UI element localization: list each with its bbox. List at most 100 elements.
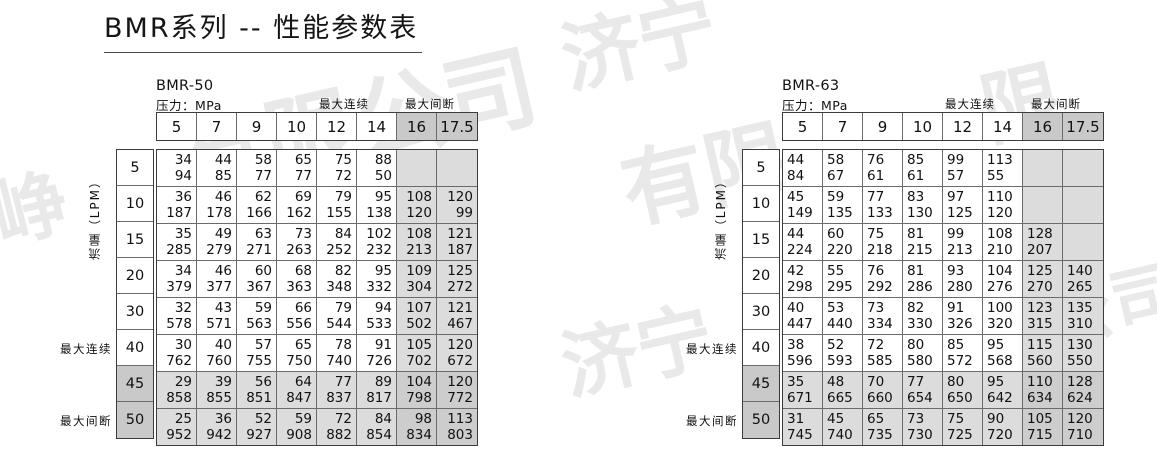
cell-value-speed: 135	[827, 205, 853, 221]
cell-value-torque: 34	[174, 263, 192, 279]
cell-value-torque: 89	[374, 374, 392, 390]
pressure-header-cell: 14	[983, 113, 1023, 140]
cell-value-torque: 84	[374, 411, 392, 427]
cell-value-torque: 76	[867, 263, 885, 279]
cell-value-speed: 326	[947, 316, 973, 332]
data-cell: 52 593	[823, 335, 863, 371]
data-cell: 84 854	[357, 409, 397, 445]
data-cell: 56 851	[237, 372, 277, 408]
cell-value-speed: 187	[166, 205, 192, 221]
cell-value-speed: 210	[987, 242, 1013, 258]
page-title-block: BMR系列 -- 性能参数表	[104, 6, 422, 53]
cell-value-speed: 715	[1027, 427, 1053, 443]
data-cell: 84 252	[317, 224, 357, 260]
side-note-max-continuous: 最大连续	[60, 342, 112, 356]
cell-value-speed: 942	[206, 427, 232, 443]
data-cell: 105 702	[397, 335, 437, 371]
page-title: BMR系列 -- 性能参数表	[104, 13, 419, 44]
cell-value-torque: 77	[334, 374, 352, 390]
cell-value-speed: 735	[867, 427, 893, 443]
cell-value-torque: 40	[787, 300, 805, 316]
cell-value-speed: 851	[246, 390, 272, 406]
flow-row-header-cell: 30	[743, 294, 779, 330]
cell-value-torque: 38	[787, 337, 805, 353]
cell-value-torque: 99	[947, 226, 965, 242]
cell-value-speed: 660	[867, 390, 893, 406]
data-cell: 72 882	[317, 409, 357, 445]
data-cell: 55 295	[823, 261, 863, 297]
cell-value-torque: 93	[947, 263, 965, 279]
data-cell: 102 232	[357, 224, 397, 260]
cell-value-speed: 560	[1027, 353, 1053, 369]
pressure-header-cell: 10	[277, 113, 317, 140]
cell-value-torque: 135	[1067, 300, 1093, 316]
cell-value-speed: 544	[326, 316, 352, 332]
data-cell: 53 440	[823, 298, 863, 334]
cell-value-speed: 295	[827, 279, 853, 295]
cell-value-speed: 572	[947, 353, 973, 369]
cell-value-speed: 280	[947, 279, 973, 295]
cell-value-speed: 578	[166, 316, 192, 332]
data-cell: 77 837	[317, 372, 357, 408]
cell-value-torque: 113	[447, 411, 473, 427]
pressure-header-cell: 16	[397, 113, 437, 140]
cell-value-torque: 79	[334, 300, 352, 316]
cell-value-speed: 927	[246, 427, 272, 443]
data-cell: 82 348	[317, 261, 357, 297]
data-cell	[397, 150, 437, 186]
data-cell: 36 942	[197, 409, 237, 445]
cell-value-speed: 803	[447, 427, 473, 443]
cell-value-torque: 46	[214, 263, 232, 279]
cell-value-speed: 276	[987, 279, 1013, 295]
pressure-header-cell: 17.5	[1063, 113, 1103, 140]
cell-value-speed: 292	[867, 279, 893, 295]
cell-value-torque: 44	[214, 152, 232, 168]
cell-value-torque: 52	[827, 337, 845, 353]
data-cell: 130 550	[1063, 335, 1103, 371]
cell-value-torque: 73	[867, 300, 885, 316]
data-cell: 25 952	[157, 409, 197, 445]
table-row: 34 379 46 377 60 367 68 363 82 348 95 332 109 304 125 2…	[157, 261, 477, 298]
cell-value-torque: 30	[174, 337, 192, 353]
cell-value-speed: 571	[206, 316, 232, 332]
data-cell: 59 135	[823, 187, 863, 223]
flow-row-header-cell: 45	[117, 366, 153, 402]
data-cell: 85 61	[903, 150, 943, 186]
data-cell: 89 817	[357, 372, 397, 408]
data-cell: 107 502	[397, 298, 437, 334]
side-note-max-intermittent: 最大间断	[60, 414, 112, 428]
data-cell: 65 77	[277, 150, 317, 186]
cell-value-speed: 67	[827, 168, 845, 184]
cell-value-speed: 642	[987, 390, 1013, 406]
cell-value-torque: 95	[987, 337, 1005, 353]
flow-row-header-cell: 30	[117, 294, 153, 330]
cell-value-torque: 68	[294, 263, 312, 279]
cell-value-torque: 39	[214, 374, 232, 390]
data-cell: 36 187	[157, 187, 197, 223]
cell-value-torque: 44	[787, 226, 805, 242]
data-cell: 70 660	[863, 372, 903, 408]
table-row: 30 762 40 760 57 755 65 750 78 740 91 726 105 702 120 6…	[157, 335, 477, 372]
data-cell: 44 85	[197, 150, 237, 186]
cell-value-torque: 78	[334, 337, 352, 353]
cell-value-torque: 94	[374, 300, 392, 316]
cell-value-torque: 63	[254, 226, 272, 242]
data-cell: 95 138	[357, 187, 397, 223]
data-cell: 120 710	[1063, 409, 1103, 445]
cell-value-speed: 149	[787, 205, 813, 221]
data-cell: 109 304	[397, 261, 437, 297]
cell-value-speed: 654	[907, 390, 933, 406]
data-cell: 60 367	[237, 261, 277, 297]
data-cell: 73 730	[903, 409, 943, 445]
cell-value-speed: 854	[366, 427, 392, 443]
data-cell	[1023, 150, 1063, 186]
cell-value-speed: 84	[787, 168, 805, 184]
data-cell: 81 215	[903, 224, 943, 260]
cell-value-torque: 140	[1067, 263, 1093, 279]
data-cell: 91 326	[943, 298, 983, 334]
data-cell	[1063, 187, 1103, 223]
cell-value-torque: 120	[447, 374, 473, 390]
watermark-text: 济宁	[553, 0, 726, 107]
cell-value-speed: 624	[1067, 390, 1093, 406]
cell-value-torque: 45	[827, 411, 845, 427]
